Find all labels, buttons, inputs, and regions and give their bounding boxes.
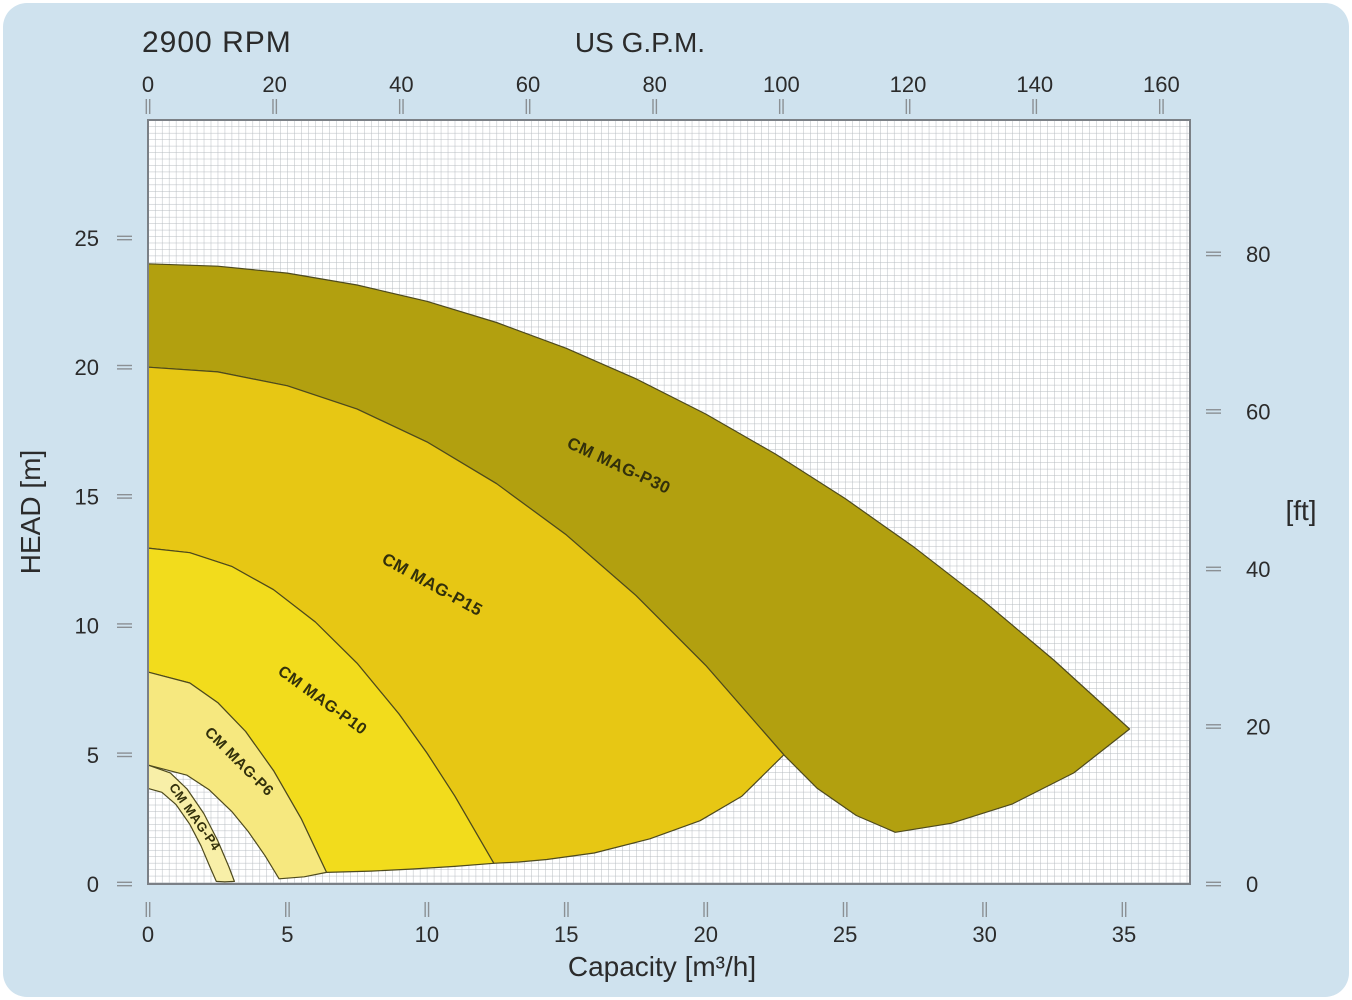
right-tick-label: 20 bbox=[1246, 714, 1270, 739]
bottom-axis-title: Capacity [m³/h] bbox=[568, 951, 756, 982]
bottom-tick-label: 5 bbox=[281, 922, 293, 947]
top-tick-label: 140 bbox=[1016, 72, 1053, 97]
top-tick-label: 0 bbox=[142, 72, 154, 97]
top-tick-label: 160 bbox=[1143, 72, 1180, 97]
top-axis-title: US G.P.M. bbox=[575, 27, 705, 58]
right-tick-label: 80 bbox=[1246, 242, 1270, 267]
band-cm-mag-p4 bbox=[147, 764, 235, 883]
bottom-tick-label: 20 bbox=[693, 922, 717, 947]
top-tick-label: 60 bbox=[516, 72, 540, 97]
right-tick-label: 0 bbox=[1246, 872, 1258, 897]
bottom-tick-label: 10 bbox=[415, 922, 439, 947]
axis-ticks bbox=[117, 99, 1221, 917]
bottom-tick-label: 30 bbox=[972, 922, 996, 947]
left-tick-label: 20 bbox=[75, 355, 99, 380]
bottom-tick-label: 0 bbox=[142, 922, 154, 947]
left-axis-title: HEAD [m] bbox=[15, 450, 46, 574]
top-tick-label: 20 bbox=[262, 72, 286, 97]
top-tick-label: 80 bbox=[642, 72, 666, 97]
left-tick-label: 25 bbox=[75, 226, 99, 251]
left-tick-label: 10 bbox=[75, 614, 99, 639]
top-tick-label: 100 bbox=[763, 72, 800, 97]
bottom-tick-label: 25 bbox=[833, 922, 857, 947]
bottom-tick-label: 15 bbox=[554, 922, 578, 947]
right-tick-label: 60 bbox=[1246, 399, 1270, 424]
band-cm-mag-p6 bbox=[147, 671, 328, 880]
top-tick-label: 120 bbox=[890, 72, 927, 97]
plot-border bbox=[147, 119, 1191, 885]
top-tick-label: 40 bbox=[389, 72, 413, 97]
right-axis-title: [ft] bbox=[1285, 495, 1316, 526]
axis-tick-labels: 0 20 40 60 80 100 120 140 160 0 5 10 15 20 25 30 35 0 5 10 1… bbox=[75, 72, 1271, 947]
bottom-tick-label: 35 bbox=[1112, 922, 1136, 947]
left-tick-label: 0 bbox=[87, 872, 99, 897]
rpm-title: 2900 RPM bbox=[142, 26, 292, 59]
right-tick-label: 40 bbox=[1246, 557, 1270, 582]
left-tick-label: 5 bbox=[87, 743, 99, 768]
left-tick-label: 15 bbox=[75, 484, 99, 509]
